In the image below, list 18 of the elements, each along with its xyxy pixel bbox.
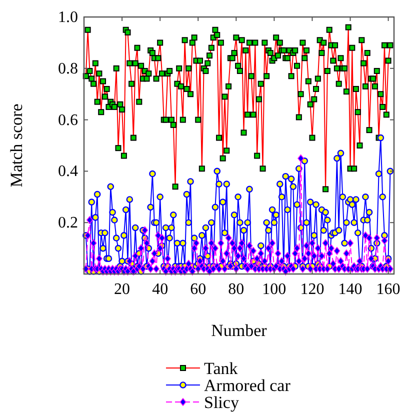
- x-tick-label: 160: [376, 281, 400, 298]
- x-tick-label: 80: [228, 281, 244, 298]
- x-axis-title: Number: [211, 321, 268, 340]
- legend-label: Slicy: [204, 393, 240, 412]
- y-tick-label: 0.6: [58, 112, 78, 129]
- y-axis-title: Match score: [7, 104, 26, 188]
- x-tick-label: 140: [338, 281, 362, 298]
- y-tick-label: 1.0: [58, 9, 78, 26]
- x-tick-label: 120: [300, 281, 324, 298]
- x-tick-label: 60: [190, 281, 206, 298]
- y-tick-label: 0.4: [58, 163, 78, 180]
- legend-label: Tank: [204, 359, 238, 378]
- y-tick-label: 0.8: [58, 60, 78, 78]
- x-tick-label: 20: [114, 281, 130, 298]
- legend-label: Armored car: [204, 376, 291, 395]
- x-tick-label: 100: [262, 281, 286, 298]
- x-tick-label: 40: [152, 281, 168, 298]
- y-tick-label: 0.2: [58, 214, 78, 232]
